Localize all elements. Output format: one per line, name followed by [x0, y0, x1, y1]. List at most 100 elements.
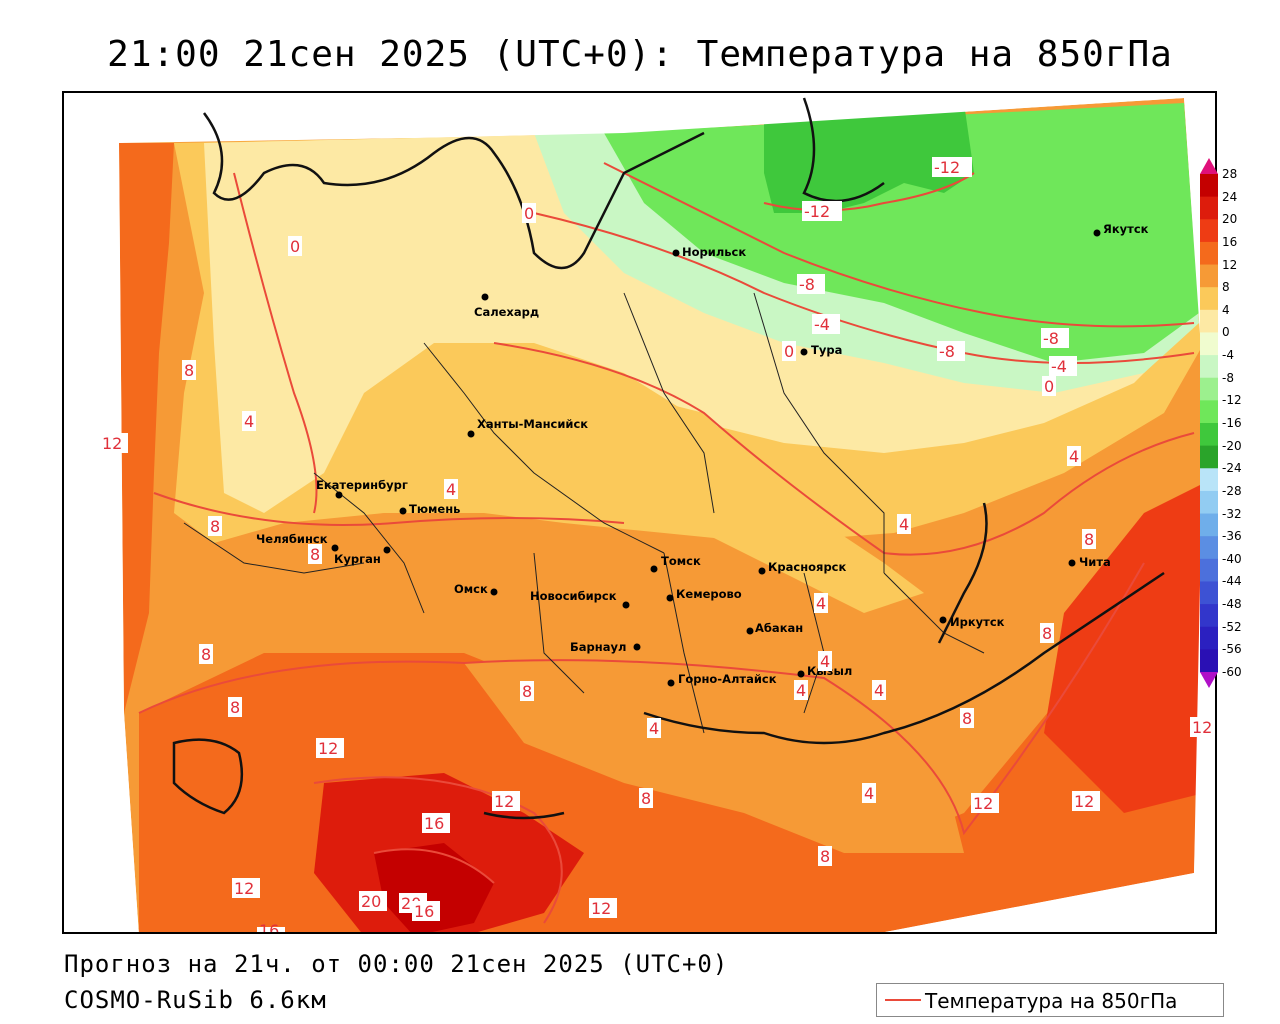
- city-marker-tomsk: [650, 565, 658, 573]
- field-cold-minus8: [604, 103, 1199, 363]
- map-svg: Норильск Якутск Салехард Тура Ханты-Манс…: [64, 93, 1215, 934]
- colorbar-swatch: [1200, 309, 1218, 333]
- city-label-tomsk: Томск: [661, 554, 701, 568]
- iso-label: 0: [1044, 377, 1054, 396]
- colorbar-tick-label: -32: [1222, 506, 1242, 521]
- iso-label: 16: [414, 902, 434, 921]
- colorbar-tick-label: -12: [1222, 393, 1242, 408]
- colorbar-tick-label: 16: [1222, 234, 1238, 249]
- city-marker-gorno-altaysk: [667, 679, 675, 687]
- iso-label: 16: [259, 921, 279, 934]
- iso-label: 12: [494, 792, 514, 811]
- colorbar-tick-label: -4: [1222, 348, 1234, 363]
- colorbar-tick-label: -40: [1222, 551, 1242, 566]
- colorbar-tick-label: 8: [1222, 280, 1230, 295]
- colorbar-swatch: [1200, 536, 1218, 560]
- city-marker-chita: [1068, 559, 1076, 567]
- iso-label: 0: [784, 342, 794, 361]
- iso-label: 8: [310, 545, 320, 564]
- iso-label: 8: [820, 847, 830, 866]
- iso-label: 4: [244, 412, 254, 431]
- city-label-tura: Тура: [811, 343, 842, 357]
- iso-label: 4: [874, 681, 884, 700]
- city-label-norilsk: Норильск: [682, 245, 746, 259]
- colorbar-swatch: [1200, 264, 1218, 288]
- colorbar-tick-label: -8: [1222, 370, 1234, 385]
- iso-label: 12: [234, 879, 254, 898]
- colorbar-swatch: [1200, 558, 1218, 582]
- colorbar-tick-label: 20: [1222, 212, 1238, 227]
- colorbar-swatch: [1200, 219, 1218, 243]
- coastline: [172, 97, 1165, 820]
- iso-label: 4: [816, 594, 826, 613]
- city-marker-novosibirsk: [622, 601, 630, 609]
- iso-label: -12: [934, 158, 960, 177]
- iso-label: -8: [939, 342, 955, 361]
- iso-label: 8: [1084, 530, 1094, 549]
- field-cold-minus12: [764, 103, 974, 213]
- city-marker-tyumen: [399, 507, 407, 515]
- city-label-irkutsk: Иркутск: [950, 615, 1005, 629]
- city-label-tyumen: Тюмень: [409, 502, 460, 516]
- colorbar-swatch: [1200, 581, 1218, 605]
- iso-label: 0: [290, 237, 300, 256]
- iso-label: 8: [230, 698, 240, 717]
- outside-west: [64, 143, 139, 932]
- city-marker-kyzyl: [797, 670, 805, 678]
- iso-label: -4: [814, 315, 830, 334]
- iso-label: 4: [899, 515, 909, 534]
- colorbar-swatch: [1200, 445, 1218, 469]
- colorbar-tick-label: -20: [1222, 438, 1242, 453]
- iso-label: -8: [1043, 329, 1059, 348]
- colorbar-swatch: [1200, 332, 1218, 356]
- temperature-map[interactable]: Норильск Якутск Салехард Тура Ханты-Манс…: [62, 91, 1217, 934]
- field-east-12: [1044, 483, 1204, 813]
- colorbar-swatch: [1200, 196, 1218, 220]
- iso-label: -4: [1051, 357, 1067, 376]
- city-marker-norilsk: [672, 249, 680, 257]
- colorbar-swatch: [1200, 490, 1218, 515]
- iso-label: 4: [1069, 447, 1079, 466]
- city-marker-krasnoyarsk: [758, 567, 766, 575]
- iso-label: 4: [864, 784, 874, 803]
- field-south-8: [464, 653, 964, 853]
- iso-label: 12: [318, 739, 338, 758]
- iso-label: -12: [804, 202, 830, 221]
- colorbar-tick-label: -60: [1222, 665, 1242, 679]
- forecast-caption: Прогноз на 21ч. от 00:00 21сен 2025 (UTC…: [64, 950, 729, 978]
- city-marker-chelyabinsk: [331, 544, 339, 552]
- colorbar-top-arrow: [1200, 158, 1218, 174]
- colorbar-swatch: [1200, 649, 1218, 673]
- map-legend: Температура на 850гПа: [876, 983, 1224, 1017]
- iso-label: 8: [210, 517, 220, 536]
- colorbar-swatch: [1200, 377, 1218, 401]
- city-marker-omsk: [490, 588, 498, 596]
- legend-line-swatch: [885, 999, 921, 1001]
- iso-label: 8: [962, 709, 972, 728]
- city-label-chita: Чита: [1079, 555, 1111, 569]
- field-central-4: [484, 363, 924, 613]
- iso-label: 8: [201, 645, 211, 664]
- colorbar-bottom-arrow: [1200, 672, 1218, 688]
- city-label-kemerovo: Кемерово: [676, 587, 742, 601]
- city-label-kurgan: Курган: [334, 552, 381, 566]
- colorbar-tick-label: -48: [1222, 597, 1242, 612]
- colorbar-swatch: [1200, 513, 1218, 537]
- iso-label: 0: [524, 204, 534, 223]
- colorbar-swatch: [1200, 423, 1218, 447]
- city-marker-khanty: [467, 430, 475, 438]
- legend-label: Температура на 850гПа: [925, 989, 1178, 1013]
- city-label-novosibirsk: Новосибирск: [530, 589, 617, 603]
- colorbar: [1200, 158, 1218, 688]
- colorbar-swatch: [1200, 604, 1218, 628]
- iso-label: 12: [1074, 792, 1094, 811]
- colorbar-tick-label: 4: [1222, 302, 1230, 317]
- city-marker-abakan: [746, 627, 754, 635]
- iso-label: -8: [799, 275, 815, 294]
- city-marker-irkutsk: [939, 616, 947, 624]
- city-label-barnaul: Барнаул: [570, 640, 626, 654]
- colorbar-tick-label: -24: [1222, 461, 1242, 476]
- colorbar-tick-label: -56: [1222, 642, 1242, 657]
- colorbar-tick-label: -44: [1222, 574, 1242, 589]
- colorbar-tick-label: -36: [1222, 529, 1242, 544]
